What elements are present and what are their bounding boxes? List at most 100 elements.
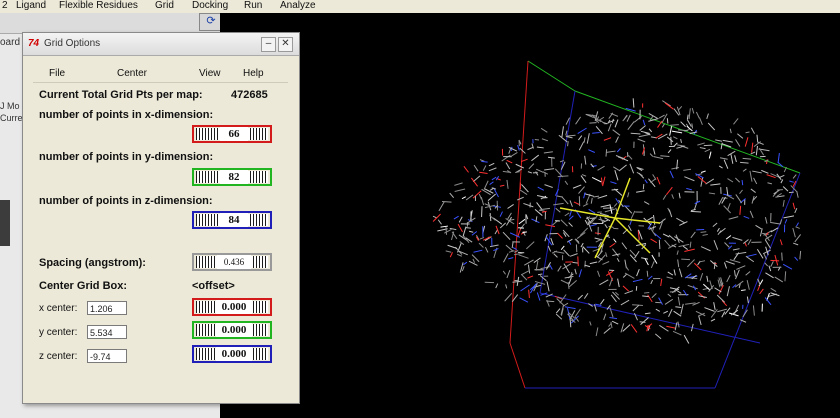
molecule-bond: [686, 187, 692, 191]
molecule-bond: [604, 224, 608, 229]
y-center-field[interactable]: 5.534: [87, 325, 127, 339]
molecule-bond: [487, 193, 496, 201]
molecule-bond: [680, 121, 686, 127]
molecule-bond: [480, 196, 485, 206]
molecule-bond: [737, 133, 744, 139]
grid-center-axis: [614, 217, 651, 254]
molecule-bond: [567, 238, 573, 243]
molecule-bond: [738, 283, 741, 289]
molecule-bond: [437, 219, 442, 225]
minimize-icon[interactable]: –: [261, 37, 276, 52]
molecule-bond: [450, 231, 455, 241]
molecule-viewer[interactable]: [220, 13, 840, 418]
molecule-bond: [492, 217, 503, 225]
molecule-bond: [718, 277, 723, 287]
dialog-menu-center[interactable]: Center: [117, 68, 148, 79]
molecule-bond: [459, 241, 465, 246]
background-toolstrip: [0, 13, 220, 34]
molecule-bond: [753, 177, 758, 185]
grid-box-edge: [509, 60, 529, 344]
molecule-bond: [666, 136, 674, 143]
molecule-bond: [604, 208, 615, 213]
molecule-bond: [664, 102, 674, 110]
molecule-bond: [533, 283, 538, 292]
molecule-bond: [735, 269, 740, 280]
background-tab-label[interactable]: oard: [0, 37, 21, 48]
molecule-bond: [475, 236, 479, 241]
molecule-bond: [487, 201, 492, 211]
close-icon[interactable]: ✕: [278, 37, 293, 52]
background-side-handle[interactable]: [0, 200, 10, 246]
molecule-bond: [679, 221, 688, 226]
molecule-bond: [757, 285, 761, 291]
molecule-bond: [440, 225, 449, 228]
dialog-menu-view[interactable]: View: [199, 68, 221, 79]
molecule-bond: [772, 190, 779, 197]
z-offset-thumbwheel[interactable]: 0.000: [192, 345, 272, 363]
molecule-bond: [482, 236, 492, 241]
molecule-bond: [521, 270, 530, 276]
molecule-bond: [712, 222, 718, 228]
grid-box-edge: [539, 292, 761, 344]
molecule-bond: [467, 217, 476, 224]
molecule-bond: [666, 325, 676, 329]
molecule-bond: [750, 151, 756, 155]
molecule-bond: [639, 125, 646, 131]
x-center-field[interactable]: 1.206: [87, 301, 127, 315]
menu-item-analyze[interactable]: Analyze: [280, 0, 316, 11]
z-dimension-thumbwheel[interactable]: 84: [192, 211, 272, 229]
molecule-bond: [669, 170, 674, 179]
molecule-bond: [590, 163, 595, 168]
spacing-value: 0.436: [217, 255, 251, 269]
molecule-bond: [527, 275, 534, 279]
dialog-menu-file[interactable]: File: [49, 68, 66, 79]
molecule-bond: [568, 312, 576, 319]
molecule-bond: [582, 203, 589, 207]
molecule-bond: [716, 227, 720, 232]
x-dimension-thumbwheel[interactable]: 66: [192, 125, 272, 143]
molecule-bond: [764, 234, 770, 241]
molecule-bond: [517, 145, 520, 151]
menu-item-grid[interactable]: Grid: [155, 0, 174, 11]
molecule-bond: [660, 155, 670, 157]
molecule-bond: [465, 237, 473, 243]
dialog-menu-help[interactable]: Help: [243, 68, 264, 79]
y-offset-thumbwheel[interactable]: 0.000: [192, 321, 272, 339]
molecule-bond: [495, 283, 499, 289]
spacing-thumbwheel[interactable]: 0.436: [192, 253, 272, 271]
z-center-field[interactable]: -9.74: [87, 349, 127, 363]
menu-item-run[interactable]: Run: [244, 0, 263, 11]
menu-item-ligand[interactable]: Ligand: [16, 0, 47, 11]
molecule-bond: [569, 200, 573, 207]
molecule-bond: [606, 150, 616, 153]
molecule-bond: [479, 236, 485, 240]
molecule-bond: [445, 250, 452, 253]
molecule-bond: [572, 184, 582, 189]
molecule-bond: [531, 218, 540, 224]
molecule-bond: [796, 191, 799, 198]
molecule-bond: [647, 275, 653, 280]
molecule-bond: [676, 217, 686, 224]
dialog-titlebar[interactable]: 74 Grid Options – ✕: [23, 33, 299, 56]
molecule-bond: [553, 250, 565, 254]
molecule-bond: [578, 141, 585, 151]
molecule-bond: [506, 270, 511, 279]
molecule-bond: [657, 133, 668, 140]
spacing-label: Spacing (angstrom):: [39, 257, 146, 269]
molecule-bond: [752, 170, 762, 174]
molecule-bond: [544, 184, 553, 188]
menu-item-flexible-residues[interactable]: Flexible Residues: [59, 0, 138, 11]
x-offset-thumbwheel[interactable]: 0.000: [192, 298, 272, 316]
menu-item-2[interactable]: 2: [2, 0, 8, 11]
molecule-bond: [624, 259, 627, 269]
y-dimension-thumbwheel[interactable]: 82: [192, 168, 272, 186]
molecule-bond: [526, 241, 535, 250]
molecule-bond: [700, 170, 706, 174]
molecule-bond: [557, 296, 562, 299]
molecule-bond: [544, 234, 548, 242]
menu-item-docking[interactable]: Docking: [192, 0, 229, 11]
molecule-viewer-canvas[interactable]: [220, 13, 840, 418]
molecule-bond: [590, 215, 598, 224]
molecule-bond: [726, 274, 731, 283]
molecule-bond: [694, 200, 701, 205]
